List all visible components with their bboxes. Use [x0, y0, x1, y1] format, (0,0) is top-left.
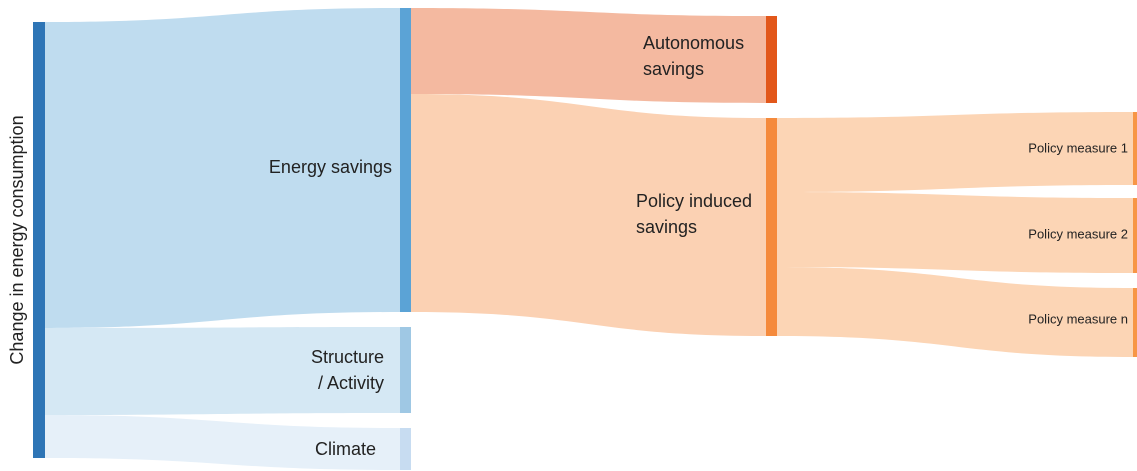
node-label: Policy measure 2 [1028, 226, 1128, 241]
flow [45, 415, 400, 470]
flow [777, 112, 1133, 192]
node-bar [1133, 198, 1137, 273]
flow [411, 94, 766, 336]
node-bar [1133, 112, 1137, 185]
nodes [33, 8, 1137, 470]
flow [45, 327, 400, 415]
node-bar [766, 118, 777, 336]
flow [45, 8, 400, 328]
node-label: Policy induced [636, 191, 752, 211]
node-label: Energy savings [269, 157, 392, 177]
node-label: Policy measure n [1028, 311, 1128, 326]
node-bar [1133, 288, 1137, 357]
node-bar [766, 16, 777, 103]
node-label: Structure [311, 347, 384, 367]
root-label: Change in energy consumption [7, 115, 27, 364]
node-label: Autonomous [643, 33, 744, 53]
flows [45, 8, 1133, 470]
node-label: Policy measure 1 [1028, 140, 1128, 155]
flow [777, 267, 1133, 357]
node-bar [33, 22, 45, 458]
flow [777, 192, 1133, 273]
node-label: savings [643, 59, 704, 79]
node-label: savings [636, 217, 697, 237]
node-label: Climate [315, 439, 376, 459]
node-bar [400, 327, 411, 413]
node-bar [400, 428, 411, 470]
flow [411, 8, 766, 103]
node-bar [400, 8, 411, 312]
node-label: / Activity [318, 373, 384, 393]
